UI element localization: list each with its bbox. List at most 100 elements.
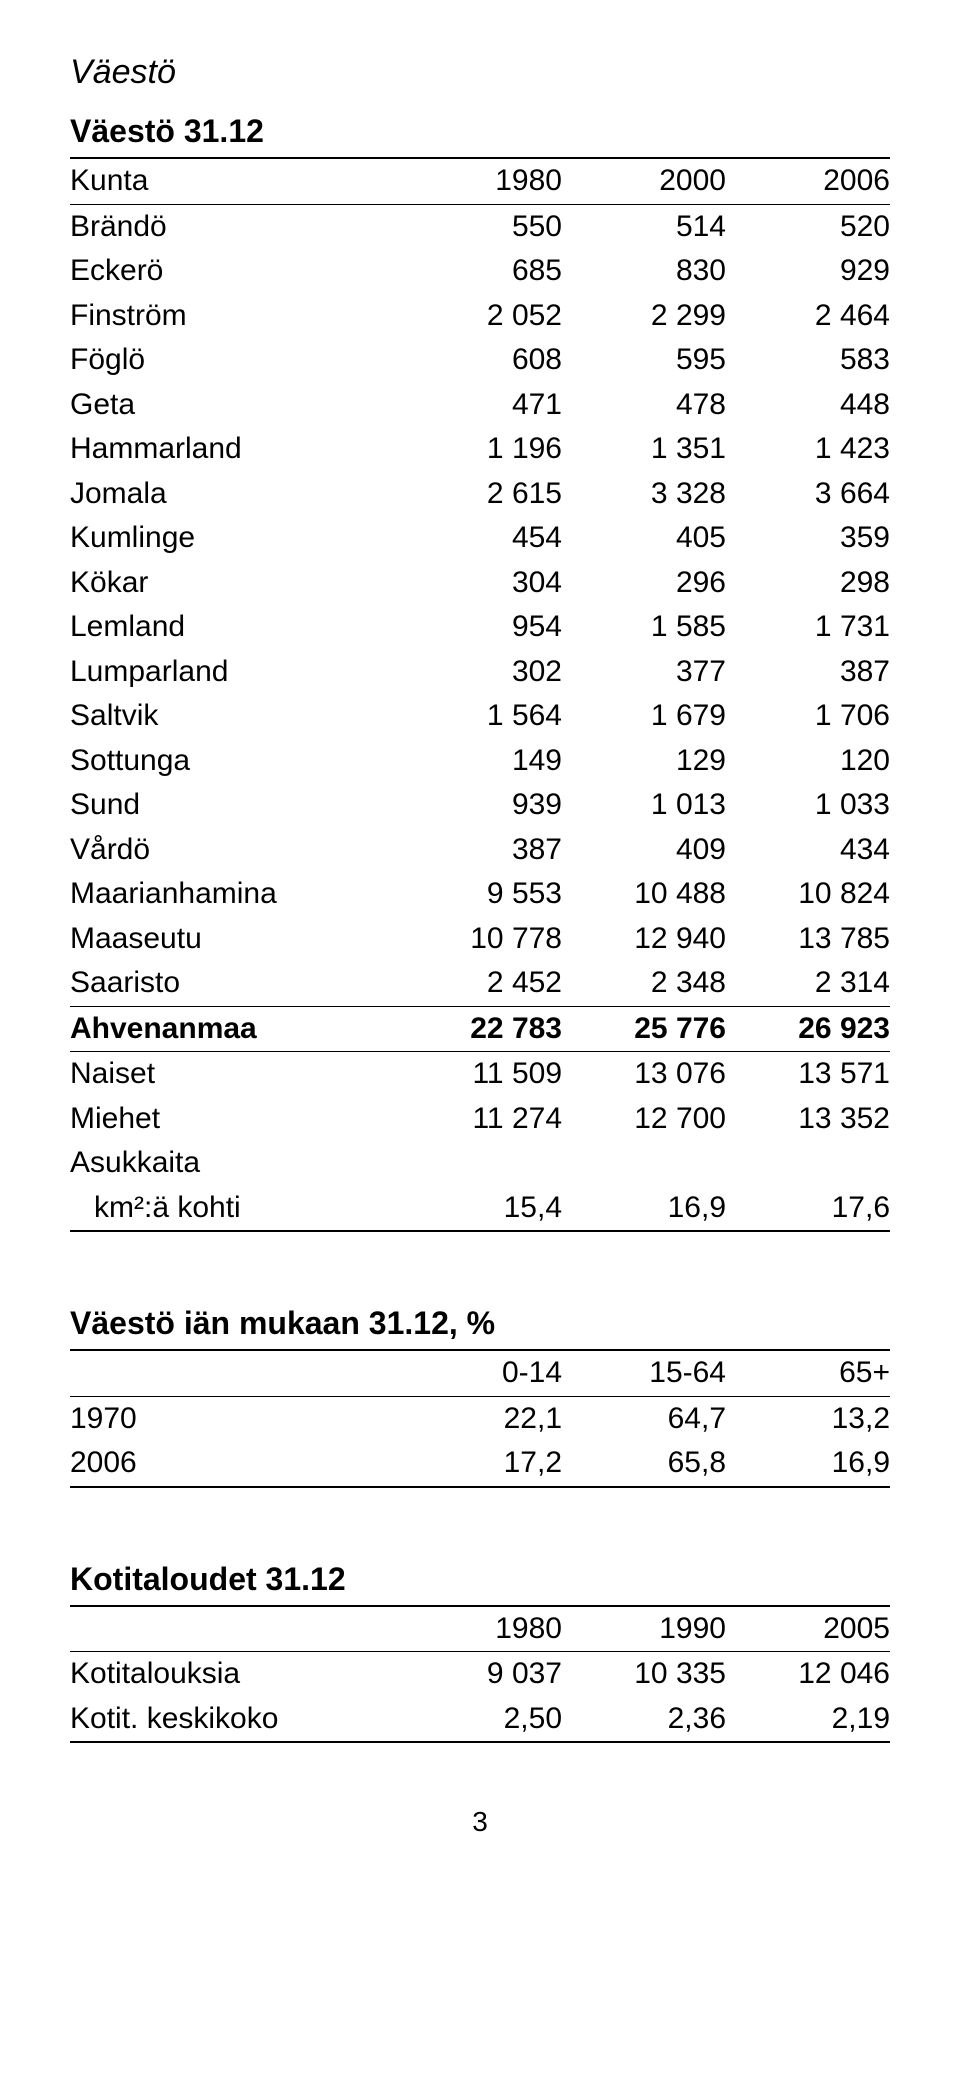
row-value: 454 xyxy=(398,516,562,561)
row-value: 304 xyxy=(398,561,562,606)
row-value: 2,50 xyxy=(398,1697,562,1743)
row-value: 12 046 xyxy=(726,1652,890,1697)
col-header: 15-64 xyxy=(562,1350,726,1396)
row-value: 296 xyxy=(562,561,726,606)
row-label: Hammarland xyxy=(70,427,398,472)
age-table: 0-1415-6465+197022,164,713,2200617,265,8… xyxy=(70,1349,890,1488)
row-value: 16,9 xyxy=(726,1441,890,1487)
row-value: 22,1 xyxy=(398,1396,562,1441)
row-value: 1 196 xyxy=(398,427,562,472)
row-value: 387 xyxy=(398,828,562,873)
row-value: 608 xyxy=(398,338,562,383)
row-value: 1 423 xyxy=(726,427,890,472)
row-label: Saaristo xyxy=(70,961,398,1006)
row-value: 2 452 xyxy=(398,961,562,1006)
row-value: 10 824 xyxy=(726,872,890,917)
row-label: Finström xyxy=(70,294,398,339)
row-value: 939 xyxy=(398,783,562,828)
row-label: Kumlinge xyxy=(70,516,398,561)
household-table: 198019902005Kotitalouksia9 03710 33512 0… xyxy=(70,1605,890,1744)
row-value: 520 xyxy=(726,204,890,249)
col-header: 65+ xyxy=(726,1350,890,1396)
row-value: 2 464 xyxy=(726,294,890,339)
row-label: Miehet xyxy=(70,1097,398,1142)
row-label: 1970 xyxy=(70,1396,398,1441)
row-value: 514 xyxy=(562,204,726,249)
row-value: 595 xyxy=(562,338,726,383)
row-label: Lemland xyxy=(70,605,398,650)
col-header: 2005 xyxy=(726,1606,890,1652)
total-label: Ahvenanmaa xyxy=(70,1006,398,1052)
row-value: 13 785 xyxy=(726,917,890,962)
row-value: 13 076 xyxy=(562,1052,726,1097)
row-label: Saltvik xyxy=(70,694,398,739)
section-heading: Väestö xyxy=(70,50,890,96)
col-header: 1980 xyxy=(398,1606,562,1652)
row-value: 12 940 xyxy=(562,917,726,962)
row-value: 583 xyxy=(726,338,890,383)
row-value: 1 679 xyxy=(562,694,726,739)
row-value: 1 351 xyxy=(562,427,726,472)
row-label: Vårdö xyxy=(70,828,398,873)
row-value: 10 778 xyxy=(398,917,562,962)
row-value: 1 731 xyxy=(726,605,890,650)
row-label: Naiset xyxy=(70,1052,398,1097)
row-value: 2,36 xyxy=(562,1697,726,1743)
density-label-line2: km²:ä kohti xyxy=(70,1186,398,1232)
row-value: 9 037 xyxy=(398,1652,562,1697)
row-value: 11 509 xyxy=(398,1052,562,1097)
total-value: 22 783 xyxy=(398,1006,562,1052)
row-value: 830 xyxy=(562,249,726,294)
row-value: 302 xyxy=(398,650,562,695)
row-value: 2 615 xyxy=(398,472,562,517)
row-value: 64,7 xyxy=(562,1396,726,1441)
empty-cell xyxy=(562,1141,726,1186)
row-value: 1 013 xyxy=(562,783,726,828)
row-value: 10 488 xyxy=(562,872,726,917)
table3-title: Kotitaloudet 31.12 xyxy=(70,1558,890,1601)
row-label: Kotit. keskikoko xyxy=(70,1697,398,1743)
row-value: 3 328 xyxy=(562,472,726,517)
col-header-label xyxy=(70,1350,398,1396)
row-value: 550 xyxy=(398,204,562,249)
row-value: 149 xyxy=(398,739,562,784)
row-value: 2 348 xyxy=(562,961,726,1006)
density-value: 15,4 xyxy=(398,1186,562,1232)
row-label: Maarianhamina xyxy=(70,872,398,917)
row-label: Brändö xyxy=(70,204,398,249)
row-value: 2 052 xyxy=(398,294,562,339)
col-header: 1990 xyxy=(562,1606,726,1652)
row-value: 13 571 xyxy=(726,1052,890,1097)
row-label: Kökar xyxy=(70,561,398,606)
row-value: 10 335 xyxy=(562,1652,726,1697)
row-label: 2006 xyxy=(70,1441,398,1487)
col-header-year: 1980 xyxy=(398,158,562,204)
row-label: Föglö xyxy=(70,338,398,383)
row-value: 298 xyxy=(726,561,890,606)
page-number: 3 xyxy=(70,1803,890,1841)
row-label: Sottunga xyxy=(70,739,398,784)
row-value: 13,2 xyxy=(726,1396,890,1441)
empty-cell xyxy=(398,1141,562,1186)
row-label: Eckerö xyxy=(70,249,398,294)
col-header-year: 2006 xyxy=(726,158,890,204)
row-value: 1 706 xyxy=(726,694,890,739)
row-value: 2 299 xyxy=(562,294,726,339)
density-value: 16,9 xyxy=(562,1186,726,1232)
row-value: 387 xyxy=(726,650,890,695)
row-value: 9 553 xyxy=(398,872,562,917)
density-label-line1: Asukkaita xyxy=(70,1141,398,1186)
row-value: 1 585 xyxy=(562,605,726,650)
table2-title: Väestö iän mukaan 31.12, % xyxy=(70,1302,890,1345)
col-header: 0-14 xyxy=(398,1350,562,1396)
row-value: 17,2 xyxy=(398,1441,562,1487)
population-table: Kunta198020002006Brändö550514520Eckerö68… xyxy=(70,157,890,1232)
row-value: 434 xyxy=(726,828,890,873)
density-value: 17,6 xyxy=(726,1186,890,1232)
row-label: Geta xyxy=(70,383,398,428)
col-header-label xyxy=(70,1606,398,1652)
row-value: 120 xyxy=(726,739,890,784)
row-value: 685 xyxy=(398,249,562,294)
row-value: 2 314 xyxy=(726,961,890,1006)
col-header-year: 2000 xyxy=(562,158,726,204)
